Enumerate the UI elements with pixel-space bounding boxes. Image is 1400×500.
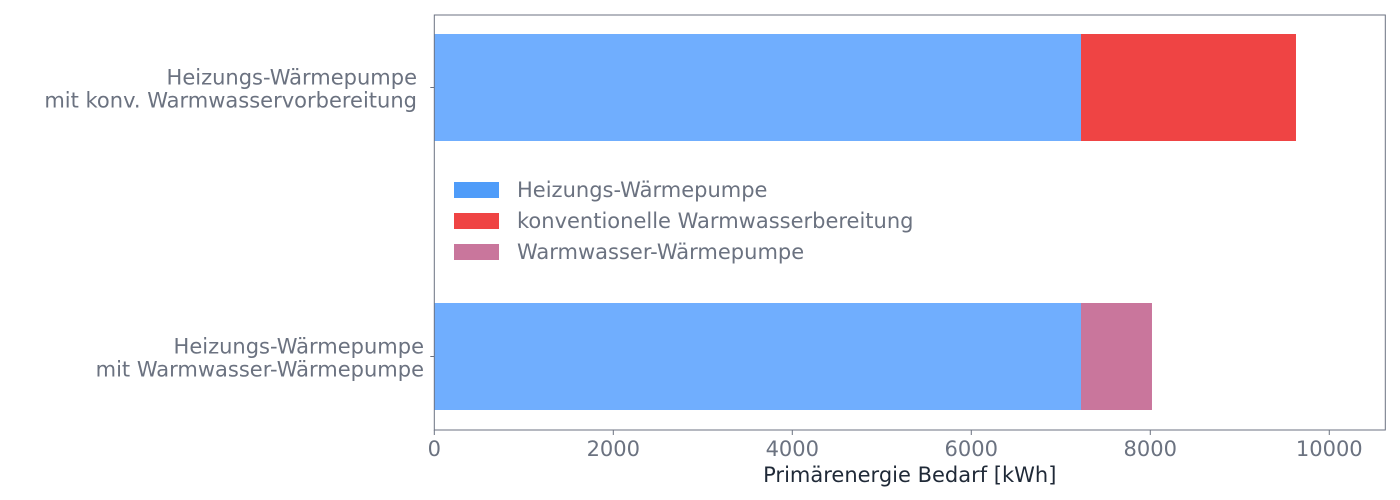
x-tick-label: 10000 xyxy=(1296,437,1363,461)
legend-swatch xyxy=(454,244,499,260)
legend-label: konventionelle Warmwasserbereitung xyxy=(517,209,914,233)
legend-swatch xyxy=(454,182,499,198)
plot-frame xyxy=(433,14,1386,431)
bar-1-series-2 xyxy=(1081,303,1152,410)
bar-0-series-0 xyxy=(434,34,1082,141)
legend-label: Warmwasser-Wärmepumpe xyxy=(517,240,804,264)
bar-0-series-1 xyxy=(1081,34,1296,141)
x-tick-label: 4000 xyxy=(766,437,819,461)
y-tick-label: Heizungs-Wärmepumpe mit konv. Warmwasserv… xyxy=(44,66,417,113)
legend-label: Heizungs-Wärmepumpe xyxy=(517,178,767,202)
y-tick-label: Heizungs-Wärmepumpe mit Warmwasser-Wärmep… xyxy=(96,335,424,382)
x-tick-label: 8000 xyxy=(1124,437,1177,461)
x-axis-label: Primärenergie Bedarf [kWh] xyxy=(763,463,1056,487)
legend-swatch xyxy=(454,213,499,229)
x-tick-label: 2000 xyxy=(587,437,640,461)
bar-1-series-0 xyxy=(434,303,1082,410)
x-tick-label: 6000 xyxy=(945,437,998,461)
x-tick-label: 0 xyxy=(428,437,441,461)
